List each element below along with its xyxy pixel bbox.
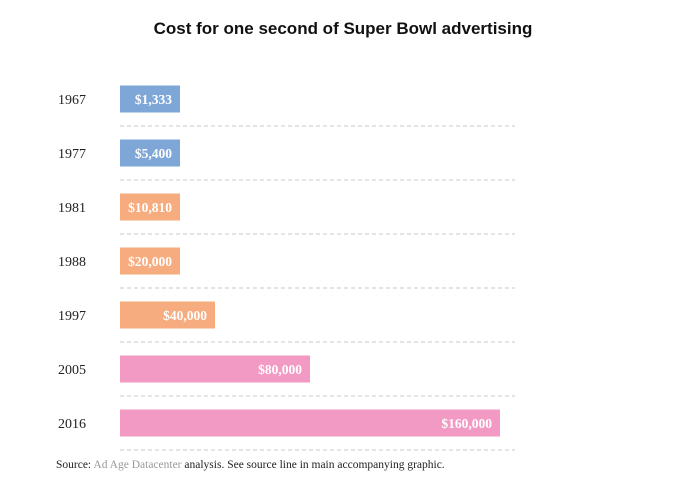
value-label-2016: $160,000 xyxy=(441,416,492,431)
year-label-1981: 1981 xyxy=(58,201,86,216)
year-label-1967: 1967 xyxy=(58,93,86,108)
value-label-1967: $1,333 xyxy=(135,92,172,107)
source-line: Source: Ad Age Datacenter analysis. See … xyxy=(56,459,445,471)
value-label-1997: $40,000 xyxy=(163,308,207,323)
year-label-2005: 2005 xyxy=(58,363,86,378)
source-link[interactable]: Ad Age Datacenter xyxy=(93,459,182,471)
source-prefix: Source: xyxy=(56,459,92,471)
year-label-2016: 2016 xyxy=(58,417,86,432)
value-label-2005: $80,000 xyxy=(258,362,302,377)
source-suffix: analysis. See source line in main accomp… xyxy=(184,459,445,471)
bar-2005 xyxy=(120,355,310,383)
value-label-1988: $20,000 xyxy=(128,254,172,269)
bar-1988 xyxy=(120,247,180,275)
bar-1997 xyxy=(120,301,215,329)
value-label-1981: $10,810 xyxy=(128,200,172,215)
bar-1981 xyxy=(120,193,180,221)
chart-title: Cost for one second of Super Bowl advert… xyxy=(153,19,533,38)
year-label-1997: 1997 xyxy=(58,309,86,324)
value-label-1977: $5,400 xyxy=(135,146,172,161)
bar-1967 xyxy=(120,85,180,113)
year-label-1977: 1977 xyxy=(58,147,86,162)
bar-1977 xyxy=(120,139,180,167)
year-label-1988: 1988 xyxy=(58,255,86,270)
bar-2016 xyxy=(120,409,500,437)
